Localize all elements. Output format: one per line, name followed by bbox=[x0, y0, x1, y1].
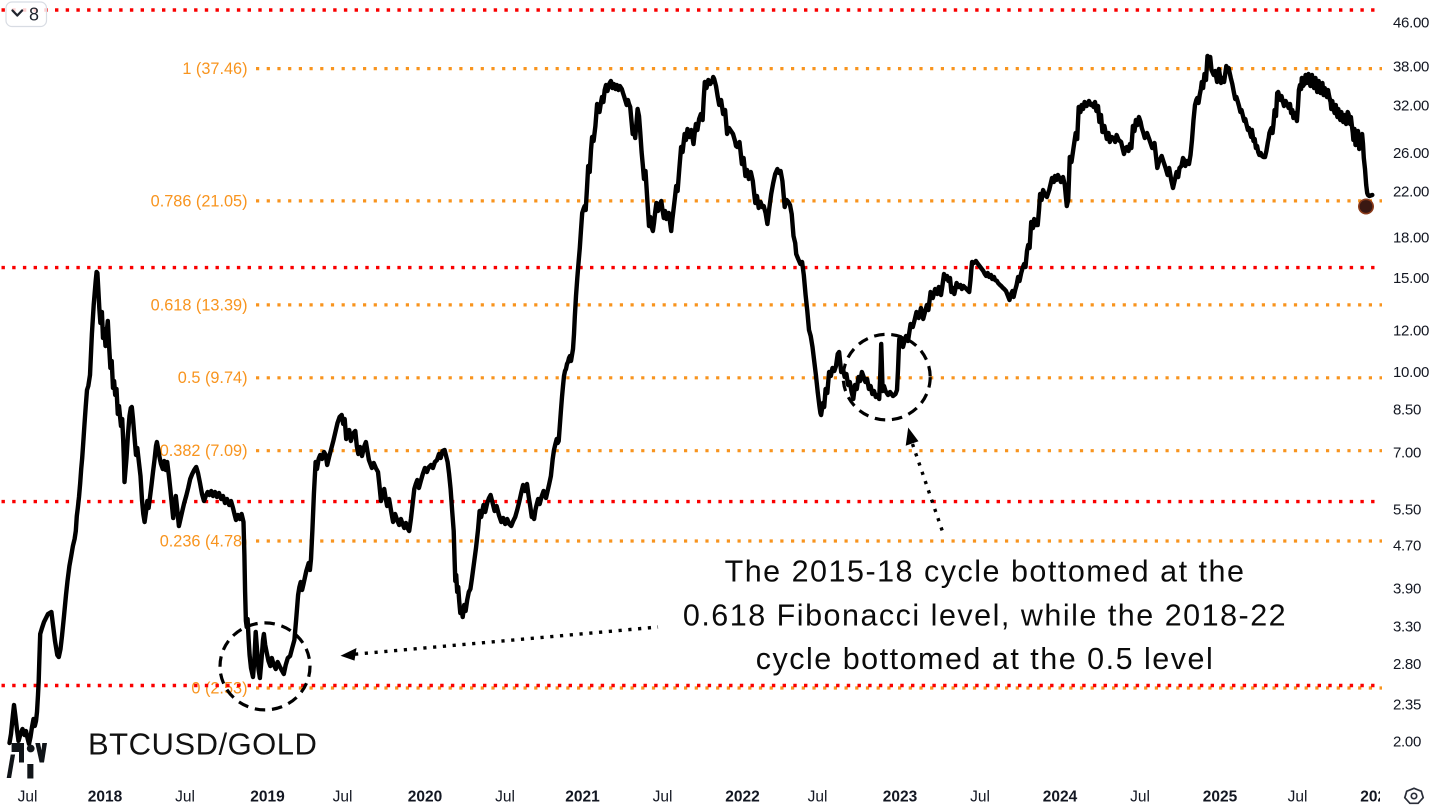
svg-text:2019: 2019 bbox=[250, 789, 285, 806]
svg-text:2024: 2024 bbox=[1043, 789, 1078, 806]
svg-text:Jul: Jul bbox=[808, 789, 828, 806]
svg-text:Jul: Jul bbox=[1130, 789, 1150, 806]
svg-text:Jul: Jul bbox=[970, 789, 990, 806]
svg-text:4.70: 4.70 bbox=[1393, 538, 1421, 555]
svg-text:0.382 (7.09): 0.382 (7.09) bbox=[160, 442, 248, 460]
svg-text:3.30: 3.30 bbox=[1393, 618, 1421, 635]
svg-text:0 (2.53): 0 (2.53) bbox=[191, 679, 247, 697]
svg-text:2023: 2023 bbox=[883, 789, 918, 806]
svg-text:2022: 2022 bbox=[725, 789, 759, 806]
svg-text:Jul: Jul bbox=[653, 789, 673, 806]
svg-text:BTCUSD/GOLD: BTCUSD/GOLD bbox=[88, 727, 317, 762]
svg-text:32.00: 32.00 bbox=[1393, 98, 1429, 115]
svg-text:cycle bottomed at the 0.5 leve: cycle bottomed at the 0.5 level bbox=[756, 642, 1215, 676]
svg-text:0.618 (13.39): 0.618 (13.39) bbox=[151, 296, 248, 314]
svg-text:Jul: Jul bbox=[1288, 789, 1308, 806]
svg-text:7.00: 7.00 bbox=[1393, 444, 1421, 461]
svg-text:0.5 (9.74): 0.5 (9.74) bbox=[178, 369, 248, 387]
svg-text:2020: 2020 bbox=[408, 789, 442, 806]
svg-text:Jul: Jul bbox=[18, 789, 38, 806]
svg-text:2021: 2021 bbox=[565, 789, 600, 806]
svg-text:Jul: Jul bbox=[333, 789, 353, 806]
svg-text:38.00: 38.00 bbox=[1393, 58, 1429, 75]
svg-text:Jul: Jul bbox=[495, 789, 515, 806]
svg-text:0.236 (4.78): 0.236 (4.78) bbox=[160, 532, 248, 550]
svg-text:The 2015-18 cycle bottomed at: The 2015-18 cycle bottomed at the bbox=[725, 555, 1246, 589]
svg-text:18.00: 18.00 bbox=[1393, 229, 1429, 246]
svg-text:0.786 (21.05): 0.786 (21.05) bbox=[151, 192, 248, 210]
svg-text:2026: 2026 bbox=[1360, 789, 1395, 806]
svg-text:8.50: 8.50 bbox=[1393, 401, 1421, 418]
svg-text:Jul: Jul bbox=[175, 789, 195, 806]
svg-text:8: 8 bbox=[29, 5, 39, 25]
svg-text:12.00: 12.00 bbox=[1393, 323, 1429, 340]
svg-text:1 (37.46): 1 (37.46) bbox=[182, 60, 247, 78]
svg-text:15.00: 15.00 bbox=[1393, 270, 1429, 287]
svg-text:46.00: 46.00 bbox=[1393, 14, 1429, 31]
svg-text:3.90: 3.90 bbox=[1393, 580, 1421, 597]
svg-text:2.80: 2.80 bbox=[1393, 656, 1421, 673]
svg-text:2025: 2025 bbox=[1203, 789, 1238, 806]
svg-text:26.00: 26.00 bbox=[1393, 145, 1429, 162]
svg-text:0.618 Fibonacci level, while t: 0.618 Fibonacci level, while the 2018-22 bbox=[683, 599, 1287, 633]
svg-text:2.35: 2.35 bbox=[1393, 696, 1421, 713]
svg-text:2018: 2018 bbox=[88, 789, 123, 806]
svg-text:5.50: 5.50 bbox=[1393, 501, 1421, 518]
svg-text:10.00: 10.00 bbox=[1393, 364, 1429, 381]
svg-text:22.00: 22.00 bbox=[1393, 183, 1429, 200]
svg-text:2.00: 2.00 bbox=[1393, 733, 1421, 750]
